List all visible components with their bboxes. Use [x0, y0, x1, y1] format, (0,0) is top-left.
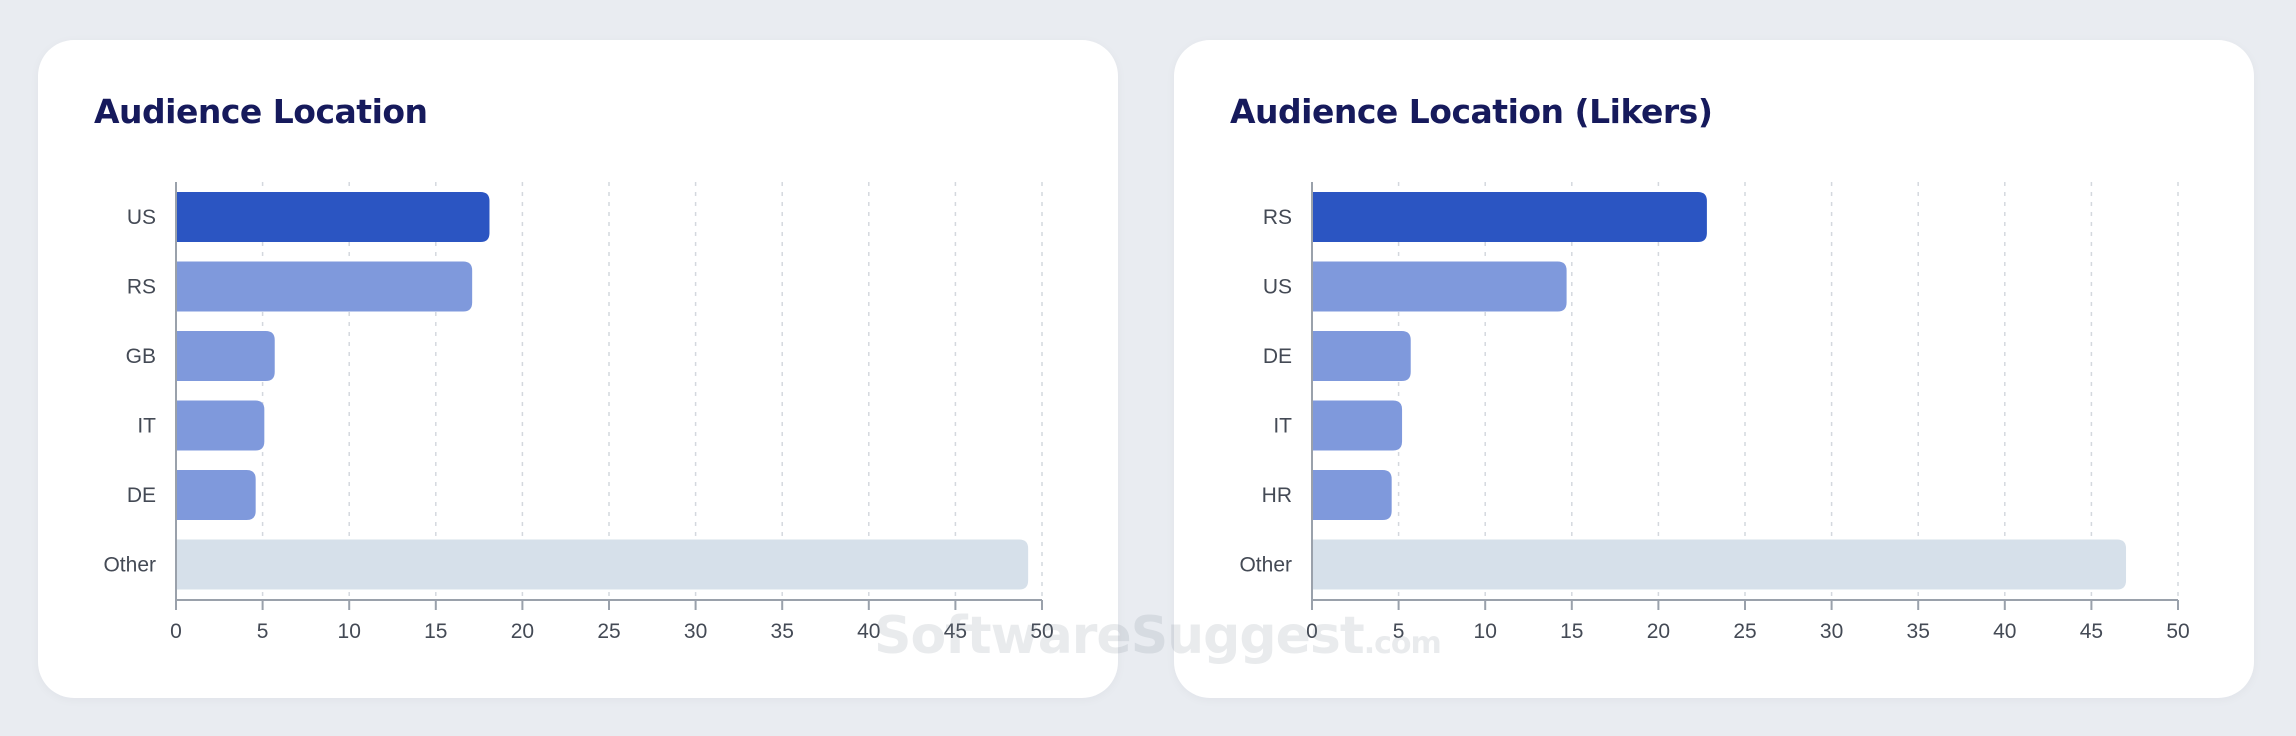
x-tick-label: 30 [1820, 620, 1843, 643]
category-label: DE [1263, 345, 1292, 368]
bar-gb [176, 331, 275, 381]
category-label: IT [1273, 415, 1292, 438]
bar-de [176, 470, 256, 520]
x-tick-label: 10 [338, 620, 361, 643]
x-tick-label: 50 [1030, 620, 1053, 643]
bar-rs [1312, 192, 1707, 242]
category-label: RS [1263, 206, 1292, 229]
x-tick-label: 40 [857, 620, 880, 643]
category-label: IT [137, 415, 156, 438]
x-tick-label: 20 [1647, 620, 1670, 643]
x-tick-label: 15 [424, 620, 447, 643]
audience-location-chart: US RS GB IT DE Other 0 5 10 15 20 25 30 35 40 45 50 [103, 182, 1054, 643]
x-tick-label: 5 [1393, 620, 1405, 643]
x-tick-label: 45 [2080, 620, 2103, 643]
category-label: Other [1239, 554, 1292, 577]
audience-location-likers-card: Audience Location (Likers) RS US DE IT HR Oth… [1174, 40, 2254, 698]
x-tick-label: 35 [771, 620, 794, 643]
category-label: Other [103, 554, 156, 577]
chart-title: Audience Location [94, 92, 428, 131]
x-tick-label: 50 [2166, 620, 2189, 643]
bar-other [1312, 539, 2127, 590]
x-tick-label: 0 [170, 620, 182, 643]
x-tick-label: 25 [1733, 620, 1756, 643]
category-label: DE [127, 484, 156, 507]
audience-location-card: Audience Location US RS GB IT DE Other 0 5 10 15 2… [38, 40, 1118, 698]
x-tick-label: 30 [684, 620, 707, 643]
category-label: HR [1262, 484, 1292, 507]
bar-us [176, 192, 490, 242]
category-label: US [127, 206, 156, 229]
bar-hr [1312, 470, 1392, 520]
category-label: RS [127, 276, 156, 299]
category-label: US [1263, 276, 1292, 299]
x-tick-label: 10 [1474, 620, 1497, 643]
x-tick-label: 20 [511, 620, 534, 643]
x-tick-label: 15 [1560, 620, 1583, 643]
x-tick-label: 45 [944, 620, 967, 643]
x-tick-label: 5 [257, 620, 269, 643]
bar-it [176, 400, 265, 451]
chart-title: Audience Location (Likers) [1230, 92, 1713, 131]
bar-de [1312, 331, 1411, 381]
bar-us [1312, 261, 1567, 312]
x-tick-label: 35 [1907, 620, 1930, 643]
bar-rs [176, 261, 473, 312]
bar-it [1312, 400, 1403, 451]
x-tick-label: 25 [597, 620, 620, 643]
x-tick-label: 0 [1306, 620, 1318, 643]
bar-other [176, 539, 1029, 590]
x-tick-label: 40 [1993, 620, 2016, 643]
audience-location-likers-chart: RS US DE IT HR Other 0 5 10 15 20 25 30 35 40 45 50 [1239, 182, 2190, 643]
category-label: GB [126, 345, 156, 368]
